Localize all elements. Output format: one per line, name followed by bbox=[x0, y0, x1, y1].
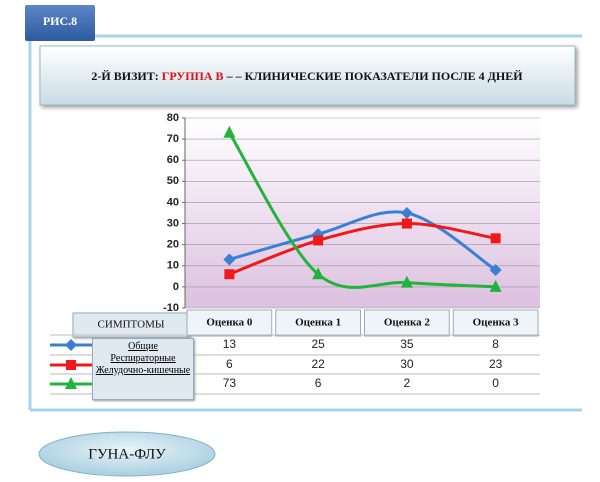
x-tick-label: Оценка 2 bbox=[384, 317, 431, 329]
legend-label: Желудочно-кишечные bbox=[95, 365, 191, 376]
button[interactable] bbox=[38, 431, 216, 477]
series-line bbox=[228, 131, 496, 289]
legend: Общие Респираторные Желудочно-кишечные bbox=[92, 338, 194, 400]
legend-label: Респираторные bbox=[110, 353, 176, 364]
y-tick-label: -10 bbox=[163, 302, 179, 314]
y-tick-label: 50 bbox=[167, 175, 179, 187]
x-tick-label: Оценка 0 bbox=[206, 317, 253, 329]
data-point bbox=[224, 269, 235, 280]
table-header-box bbox=[72, 312, 191, 338]
legend-marker bbox=[66, 360, 76, 370]
y-tick-label: 20 bbox=[167, 239, 179, 251]
table-cell: 25 bbox=[311, 337, 325, 351]
data-point bbox=[223, 125, 236, 138]
data-point bbox=[489, 264, 502, 276]
data-point bbox=[313, 235, 324, 246]
data-point bbox=[401, 218, 412, 229]
y-tick-label: 10 bbox=[167, 260, 179, 272]
column-header-box bbox=[364, 309, 450, 337]
table-cell: 13 bbox=[223, 337, 237, 351]
y-tick-label: 0 bbox=[173, 281, 179, 293]
table-cell: 23 bbox=[489, 357, 503, 371]
x-tick-label: Оценка 1 bbox=[295, 317, 341, 329]
figure-tab bbox=[25, 5, 95, 41]
figure-label: РИС.8 bbox=[43, 14, 77, 28]
table-cell: 6 bbox=[315, 376, 322, 390]
data-point bbox=[400, 207, 413, 219]
y-tick-label: 70 bbox=[167, 133, 179, 145]
table-cell: 35 bbox=[400, 337, 414, 351]
y-tick-label: 30 bbox=[167, 217, 179, 229]
legend-label: Общие bbox=[128, 341, 158, 352]
data-point bbox=[312, 267, 325, 280]
column-header-box bbox=[186, 309, 273, 337]
title-part: – – КЛИНИЧЕСКИЕ ПОКАЗАТЕЛИ ПОСЛЕ 4 ДНЕЙ bbox=[224, 69, 524, 83]
title-banner bbox=[39, 45, 576, 106]
data-point bbox=[223, 253, 236, 266]
plot-area bbox=[185, 118, 540, 308]
table-cell: 2 bbox=[404, 376, 411, 390]
data-point bbox=[400, 275, 413, 288]
legend-marker bbox=[65, 377, 77, 389]
button-label[interactable]: ГУНА-ФЛУ bbox=[88, 446, 166, 462]
series-line bbox=[228, 210, 497, 272]
title: 2-Й ВИЗИТ: ГРУППА В – – КЛИНИЧЕСКИЕ ПОКА… bbox=[91, 69, 523, 83]
y-tick-label: 80 bbox=[167, 112, 179, 124]
table-cell: 6 bbox=[226, 357, 233, 371]
y-tick-label: 60 bbox=[167, 154, 179, 166]
table-cell: 30 bbox=[400, 357, 414, 371]
title-highlight: ГРУППА В bbox=[162, 69, 224, 83]
table-cell: 73 bbox=[223, 376, 237, 390]
data-point bbox=[490, 233, 501, 244]
table-cell: 8 bbox=[492, 337, 499, 351]
table-header: СИМПТОМЫ bbox=[98, 319, 165, 331]
table-cell: 0 bbox=[492, 376, 499, 390]
series-line bbox=[228, 222, 496, 276]
legend-marker bbox=[65, 339, 77, 351]
x-tick-label: Оценка 3 bbox=[473, 317, 520, 329]
data-point bbox=[489, 279, 502, 292]
column-header-box bbox=[275, 309, 361, 337]
title-part: 2-Й ВИЗИТ: bbox=[91, 69, 161, 83]
column-header-box bbox=[452, 309, 539, 337]
y-tick-label: 40 bbox=[167, 196, 179, 208]
table-cell: 22 bbox=[311, 357, 325, 371]
